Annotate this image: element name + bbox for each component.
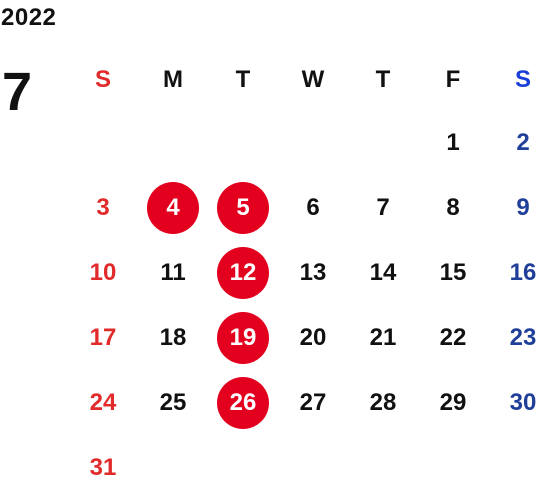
weekday-header: F xyxy=(445,66,461,93)
day-cell[interactable]: 27 xyxy=(278,370,348,435)
day-number: 22 xyxy=(439,323,467,351)
day-number: 5 xyxy=(236,193,250,221)
weekday-header: T xyxy=(375,66,391,93)
day-number: 3 xyxy=(96,193,110,221)
day-cell[interactable]: 8 xyxy=(418,175,488,240)
day-number: 24 xyxy=(89,388,117,416)
day-number: 12 xyxy=(229,258,257,286)
day-number: 6 xyxy=(306,193,320,221)
day-cell[interactable]: 11 xyxy=(138,240,208,305)
day-number: 15 xyxy=(439,258,467,286)
weekday-header: W xyxy=(301,66,325,93)
day-number: 13 xyxy=(299,258,327,286)
empty-cell xyxy=(278,110,348,175)
day-number: 29 xyxy=(439,388,467,416)
day-number: 20 xyxy=(299,323,327,351)
day-cell[interactable]: 21 xyxy=(348,305,418,370)
empty-cell xyxy=(68,110,138,175)
month-label: 7 xyxy=(2,62,33,122)
day-cell[interactable]: 26 xyxy=(208,370,278,435)
weekday-header: M xyxy=(163,66,183,93)
day-number: 31 xyxy=(89,453,117,481)
empty-cell xyxy=(208,110,278,175)
highlighted-day-marker: 19 xyxy=(217,311,269,364)
day-cell[interactable]: 16 xyxy=(488,240,548,305)
weekday-header: S xyxy=(94,66,111,93)
day-cell[interactable]: 31 xyxy=(68,435,138,500)
day-number: 16 xyxy=(509,258,537,286)
highlighted-day-marker: 26 xyxy=(217,376,269,429)
day-number: 27 xyxy=(299,388,327,416)
day-number: 18 xyxy=(159,323,187,351)
weekday-header: S xyxy=(514,66,531,93)
weekday-header: T xyxy=(235,66,251,93)
day-cell[interactable]: 29 xyxy=(418,370,488,435)
day-number: 28 xyxy=(369,388,397,416)
day-cell[interactable]: 7 xyxy=(348,175,418,240)
day-cell[interactable]: 23 xyxy=(488,305,548,370)
day-number: 1 xyxy=(446,128,460,156)
day-cell[interactable]: 12 xyxy=(208,240,278,305)
highlighted-day-marker: 12 xyxy=(217,246,269,299)
empty-cell xyxy=(348,110,418,175)
day-cell[interactable]: 15 xyxy=(418,240,488,305)
day-number: 10 xyxy=(89,258,117,286)
day-number: 9 xyxy=(516,193,530,221)
day-cell[interactable]: 30 xyxy=(488,370,548,435)
highlighted-day-marker: 5 xyxy=(217,181,269,234)
calendar-grid: S M T W T F S 1 2 3 4 5 6 7 8 9 10 11 12 13 14 15 16 17 18 19 20 21… xyxy=(68,50,548,500)
day-cell[interactable]: 20 xyxy=(278,305,348,370)
day-cell[interactable]: 28 xyxy=(348,370,418,435)
day-number: 4 xyxy=(166,193,180,221)
day-number: 25 xyxy=(159,388,187,416)
day-cell[interactable]: 5 xyxy=(208,175,278,240)
highlighted-day-marker: 4 xyxy=(147,181,199,234)
day-number: 7 xyxy=(376,193,390,221)
day-number: 23 xyxy=(509,323,537,351)
day-cell[interactable]: 19 xyxy=(208,305,278,370)
day-cell[interactable]: 13 xyxy=(278,240,348,305)
day-number: 8 xyxy=(446,193,460,221)
day-cell[interactable]: 18 xyxy=(138,305,208,370)
day-cell[interactable]: 17 xyxy=(68,305,138,370)
day-number: 17 xyxy=(89,323,117,351)
day-number: 2 xyxy=(516,128,530,156)
day-cell[interactable]: 24 xyxy=(68,370,138,435)
day-cell[interactable]: 3 xyxy=(68,175,138,240)
day-cell[interactable]: 2 xyxy=(488,110,548,175)
day-cell[interactable]: 25 xyxy=(138,370,208,435)
day-cell[interactable]: 6 xyxy=(278,175,348,240)
day-cell[interactable]: 22 xyxy=(418,305,488,370)
day-number: 19 xyxy=(229,323,257,351)
day-cell[interactable]: 4 xyxy=(138,175,208,240)
day-cell[interactable]: 14 xyxy=(348,240,418,305)
day-number: 26 xyxy=(229,388,257,416)
day-number: 21 xyxy=(369,323,397,351)
day-cell[interactable]: 10 xyxy=(68,240,138,305)
day-cell[interactable]: 1 xyxy=(418,110,488,175)
day-number: 11 xyxy=(160,258,186,286)
day-number: 30 xyxy=(509,388,537,416)
day-number: 14 xyxy=(369,258,397,286)
empty-cell xyxy=(138,110,208,175)
day-cell[interactable]: 9 xyxy=(488,175,548,240)
year-label: 2022 xyxy=(1,4,57,31)
